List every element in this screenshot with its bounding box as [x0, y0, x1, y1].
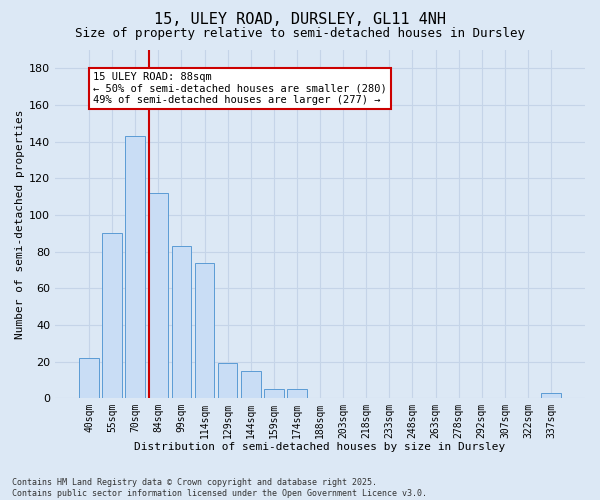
- Bar: [541, 392, 561, 398]
- X-axis label: Distribution of semi-detached houses by size in Dursley: Distribution of semi-detached houses by …: [134, 442, 506, 452]
- Bar: [103, 234, 122, 398]
- Bar: [264, 389, 284, 398]
- Bar: [195, 262, 214, 398]
- Text: Contains HM Land Registry data © Crown copyright and database right 2025.
Contai: Contains HM Land Registry data © Crown c…: [12, 478, 427, 498]
- Bar: [287, 389, 307, 398]
- Bar: [218, 364, 238, 398]
- Text: Size of property relative to semi-detached houses in Dursley: Size of property relative to semi-detach…: [75, 28, 525, 40]
- Y-axis label: Number of semi-detached properties: Number of semi-detached properties: [15, 110, 25, 339]
- Bar: [172, 246, 191, 398]
- Bar: [241, 370, 260, 398]
- Bar: [149, 193, 168, 398]
- Text: 15, ULEY ROAD, DURSLEY, GL11 4NH: 15, ULEY ROAD, DURSLEY, GL11 4NH: [154, 12, 446, 26]
- Bar: [125, 136, 145, 398]
- Bar: [79, 358, 99, 398]
- Text: 15 ULEY ROAD: 88sqm
← 50% of semi-detached houses are smaller (280)
49% of semi-: 15 ULEY ROAD: 88sqm ← 50% of semi-detach…: [93, 72, 387, 105]
